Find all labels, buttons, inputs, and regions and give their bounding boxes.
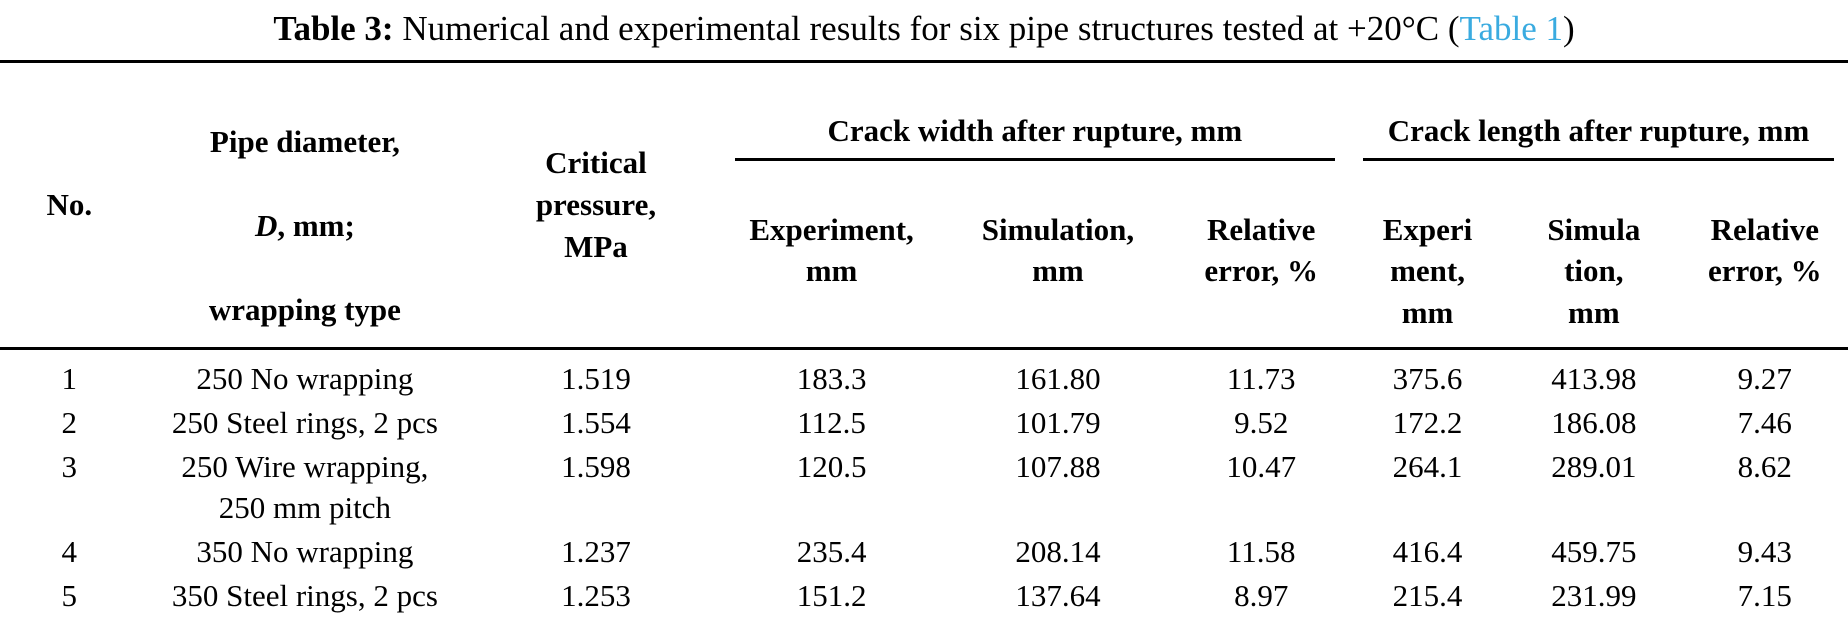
table-caption: Table 3: Numerical and experimental resu… xyxy=(0,0,1848,60)
cell-width-simulation: 107.88 xyxy=(1015,449,1101,485)
cell-length-experiment: 416.4 xyxy=(1392,534,1463,570)
cell-width-relative-error: 9.52 xyxy=(1234,405,1289,441)
cell-critical-pressure: 1.253 xyxy=(561,578,631,614)
cell-critical-pressure: 1.598 xyxy=(561,449,631,485)
header-pipe-diameter: Pipe diameter, D, mm; wrapping type xyxy=(139,62,472,349)
cell-no: 6 xyxy=(0,619,139,629)
cell-length-simulation: 413.98 xyxy=(1551,360,1637,396)
table-row: 3 250 Wire wrapping, 250 mm pitch 1.598 … xyxy=(0,445,1848,530)
table-row: 6 350 Wire wrapping, 250 mm pitch 1.319 … xyxy=(0,619,1848,629)
cell-width-experiment: 164.5 xyxy=(721,619,943,629)
group-header-row: No. Pipe diameter, D, mm; wrapping type … xyxy=(0,62,1848,327)
header-pipe-line3: wrapping type xyxy=(208,291,401,327)
cell-length-relative-error: 9.27 xyxy=(1737,360,1792,396)
cell-width-relative-error: 10.45 xyxy=(1173,619,1349,629)
cell-no: 1 xyxy=(61,360,78,396)
cell-length-experiment: 375.6 xyxy=(1392,360,1463,396)
cell-width-experiment: 235.4 xyxy=(796,534,867,570)
cell-length-experiment: 264.1 xyxy=(1392,449,1463,485)
cell-length-relative-error: 8.64 xyxy=(1682,619,1848,629)
cell-pipe: 250 No wrapping xyxy=(196,360,414,396)
cell-length-simulation: 231.99 xyxy=(1551,578,1637,614)
cell-length-relative-error: 7.15 xyxy=(1737,578,1792,614)
cell-no: 4 xyxy=(61,534,78,570)
cell-pipe: 250 Steel rings, 2 pcs xyxy=(171,405,438,441)
header-width-simulation: Simulation, mm xyxy=(981,212,1135,289)
cell-no: 3 xyxy=(61,449,78,485)
cell-width-simulation: 208.14 xyxy=(1015,534,1101,570)
table-row: 5 350 Steel rings, 2 pcs 1.253 151.2 137… xyxy=(0,574,1848,618)
table-caption-label: Table 3: xyxy=(273,9,394,48)
cell-width-simulation: 137.64 xyxy=(1015,578,1101,614)
cell-critical-pressure: 1.319 xyxy=(471,619,720,629)
table-row: 1 250 No wrapping 1.519 183.3 161.80 11.… xyxy=(0,348,1848,401)
cell-width-experiment: 151.2 xyxy=(796,578,867,614)
cell-width-experiment: 183.3 xyxy=(796,360,867,396)
cell-no: 2 xyxy=(61,405,78,441)
header-pipe-line1: Pipe diameter, xyxy=(209,124,400,160)
cell-critical-pressure: 1.237 xyxy=(561,534,631,570)
cell-pipe: 250 Wire wrapping, 250 mm pitch xyxy=(181,449,429,525)
cell-width-relative-error: 8.97 xyxy=(1234,578,1289,614)
header-length-relative-error: Relative error, % xyxy=(1707,212,1822,289)
cell-length-experiment: 296.1 xyxy=(1349,619,1506,629)
group-header-crack-length: Crack length after rupture, mm xyxy=(1349,62,1848,198)
cell-critical-pressure: 1.519 xyxy=(561,360,631,396)
cell-width-relative-error: 11.58 xyxy=(1226,534,1296,570)
cell-length-simulation: 186.08 xyxy=(1551,405,1637,441)
header-pipe-line2: , mm; xyxy=(277,207,355,243)
cell-length-experiment: 215.4 xyxy=(1392,578,1463,614)
cell-pipe: 350 Wire wrapping, 250 mm pitch xyxy=(139,619,472,629)
table-caption-text: Numerical and experimental results for s… xyxy=(393,9,1460,48)
cell-width-relative-error: 11.73 xyxy=(1226,360,1296,396)
cell-length-relative-error: 9.43 xyxy=(1737,534,1792,570)
header-no: No. xyxy=(46,187,93,222)
cell-length-relative-error: 8.62 xyxy=(1737,449,1792,485)
group-header-crack-width: Crack width after rupture, mm xyxy=(721,62,1349,198)
results-table: No. Pipe diameter, D, mm; wrapping type … xyxy=(0,60,1848,629)
table1-link[interactable]: Table 1 xyxy=(1459,9,1564,48)
header-pipe-d: D xyxy=(254,207,278,243)
cell-pipe: 350 No wrapping xyxy=(196,534,414,570)
group-header-crack-length-label: Crack length after rupture, mm xyxy=(1362,99,1834,162)
table-caption-suffix: ) xyxy=(1563,9,1575,48)
sub-header-row: Experiment, mm Simulation, mm Relative e… xyxy=(0,197,1848,348)
header-length-simulation: Simula tion, mm xyxy=(1547,212,1641,330)
cell-length-experiment: 172.2 xyxy=(1392,405,1463,441)
cell-length-relative-error: 7.46 xyxy=(1737,405,1792,441)
cell-critical-pressure: 1.554 xyxy=(561,405,631,441)
cell-width-simulation: 161.80 xyxy=(1015,360,1101,396)
cell-width-simulation: 101.79 xyxy=(1015,405,1101,441)
cell-pipe: 350 Steel rings, 2 pcs xyxy=(171,578,438,614)
cell-width-relative-error: 10.47 xyxy=(1226,449,1297,485)
cell-length-simulation: 324.10 xyxy=(1506,619,1682,629)
cell-no: 5 xyxy=(61,578,78,614)
cell-width-experiment: 112.5 xyxy=(797,405,866,441)
group-header-crack-width-label: Crack width after rupture, mm xyxy=(734,99,1335,162)
cell-width-experiment: 120.5 xyxy=(796,449,867,485)
table-row: 4 350 No wrapping 1.237 235.4 208.14 11.… xyxy=(0,530,1848,574)
header-critical-pressure: Critical pressure, MPa xyxy=(535,145,657,264)
cell-width-simulation: 147.31 xyxy=(942,619,1173,629)
cell-length-simulation: 459.75 xyxy=(1551,534,1637,570)
cell-length-simulation: 289.01 xyxy=(1551,449,1637,485)
table-row: 2 250 Steel rings, 2 pcs 1.554 112.5 101… xyxy=(0,401,1848,445)
header-length-experiment: Experi ment, mm xyxy=(1382,212,1473,330)
header-width-relative-error: Relative error, % xyxy=(1204,212,1319,289)
header-width-experiment: Experiment, mm xyxy=(749,212,914,289)
